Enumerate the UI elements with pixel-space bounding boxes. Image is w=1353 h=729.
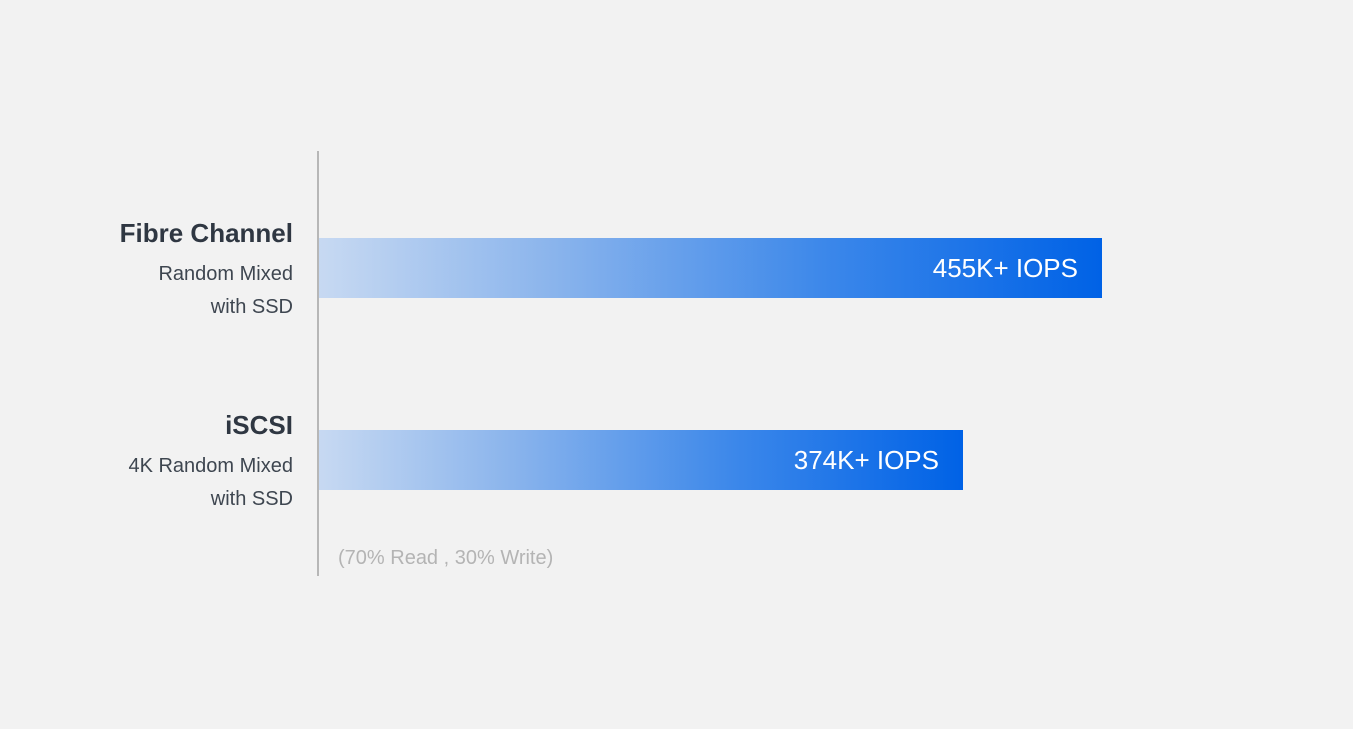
y-axis-line	[317, 151, 319, 576]
data-label-iscsi: 374K+ IOPS	[793, 445, 939, 475]
category-label-iscsi: iSCSI 4K Random Mixed with SSD	[33, 410, 293, 516]
footnote: (70% Read , 30% Write)	[338, 547, 554, 569]
bar-fibre-channel: 455K+ IOPS	[319, 238, 1102, 298]
data-label-fibre-channel: 455K+ IOPS	[932, 253, 1078, 283]
category-subtitle: Random Mixed with SSD	[158, 263, 293, 318]
bar-iscsi: 374K+ IOPS	[319, 430, 963, 490]
category-subtitle: 4K Random Mixed with SSD	[128, 455, 293, 510]
category-title: iSCSI	[225, 410, 293, 440]
category-title: Fibre Channel	[119, 218, 293, 248]
category-label-fibre-channel: Fibre Channel Random Mixed with SSD	[33, 218, 293, 324]
